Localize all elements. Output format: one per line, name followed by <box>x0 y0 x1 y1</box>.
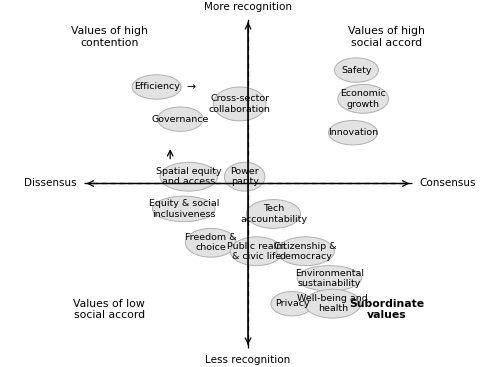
Text: Efficiency: Efficiency <box>134 83 180 91</box>
Text: Values of high
social accord: Values of high social accord <box>348 26 426 48</box>
Text: Freedom &
choice: Freedom & choice <box>185 233 236 252</box>
Text: Values of high
contention: Values of high contention <box>71 26 148 48</box>
Text: Power
parity: Power parity <box>230 167 259 186</box>
Text: Citizenship &
democracy: Citizenship & democracy <box>274 241 337 261</box>
Text: Tech
accountability: Tech accountability <box>240 204 307 224</box>
Text: Safety: Safety <box>341 66 372 75</box>
Ellipse shape <box>158 107 203 131</box>
Ellipse shape <box>305 289 360 318</box>
Text: Environmental
sustainability: Environmental sustainability <box>295 269 364 288</box>
Ellipse shape <box>160 162 218 191</box>
Ellipse shape <box>152 196 215 222</box>
Text: Cross-sector
collaboration: Cross-sector collaboration <box>208 94 270 114</box>
Ellipse shape <box>271 291 313 316</box>
Text: Values of low
social accord: Values of low social accord <box>74 299 145 320</box>
Ellipse shape <box>297 266 362 291</box>
Ellipse shape <box>132 75 181 99</box>
Text: Public realm
& civic life: Public realm & civic life <box>228 241 286 261</box>
Text: Equity & social
inclusiveness: Equity & social inclusiveness <box>148 199 219 219</box>
Ellipse shape <box>224 162 265 191</box>
Text: →: → <box>186 82 196 92</box>
Text: Privacy: Privacy <box>275 299 310 308</box>
Ellipse shape <box>230 237 283 266</box>
Ellipse shape <box>328 120 378 145</box>
Text: Well-being and
health: Well-being and health <box>298 294 368 313</box>
Ellipse shape <box>338 84 388 113</box>
Text: More recognition: More recognition <box>204 3 292 12</box>
Ellipse shape <box>186 228 236 257</box>
Text: Less recognition: Less recognition <box>206 355 290 364</box>
Ellipse shape <box>214 87 266 121</box>
Text: Consensus: Consensus <box>419 178 476 189</box>
Text: Economic
growth: Economic growth <box>340 89 386 109</box>
Text: Governance: Governance <box>152 115 209 124</box>
Ellipse shape <box>246 200 300 228</box>
Text: Spatial equity
and access: Spatial equity and access <box>156 167 222 186</box>
Ellipse shape <box>277 237 334 266</box>
Ellipse shape <box>334 58 378 82</box>
Text: Subordinate
values: Subordinate values <box>350 299 424 320</box>
Text: Innovation: Innovation <box>328 128 378 137</box>
Text: Dissensus: Dissensus <box>24 178 77 189</box>
